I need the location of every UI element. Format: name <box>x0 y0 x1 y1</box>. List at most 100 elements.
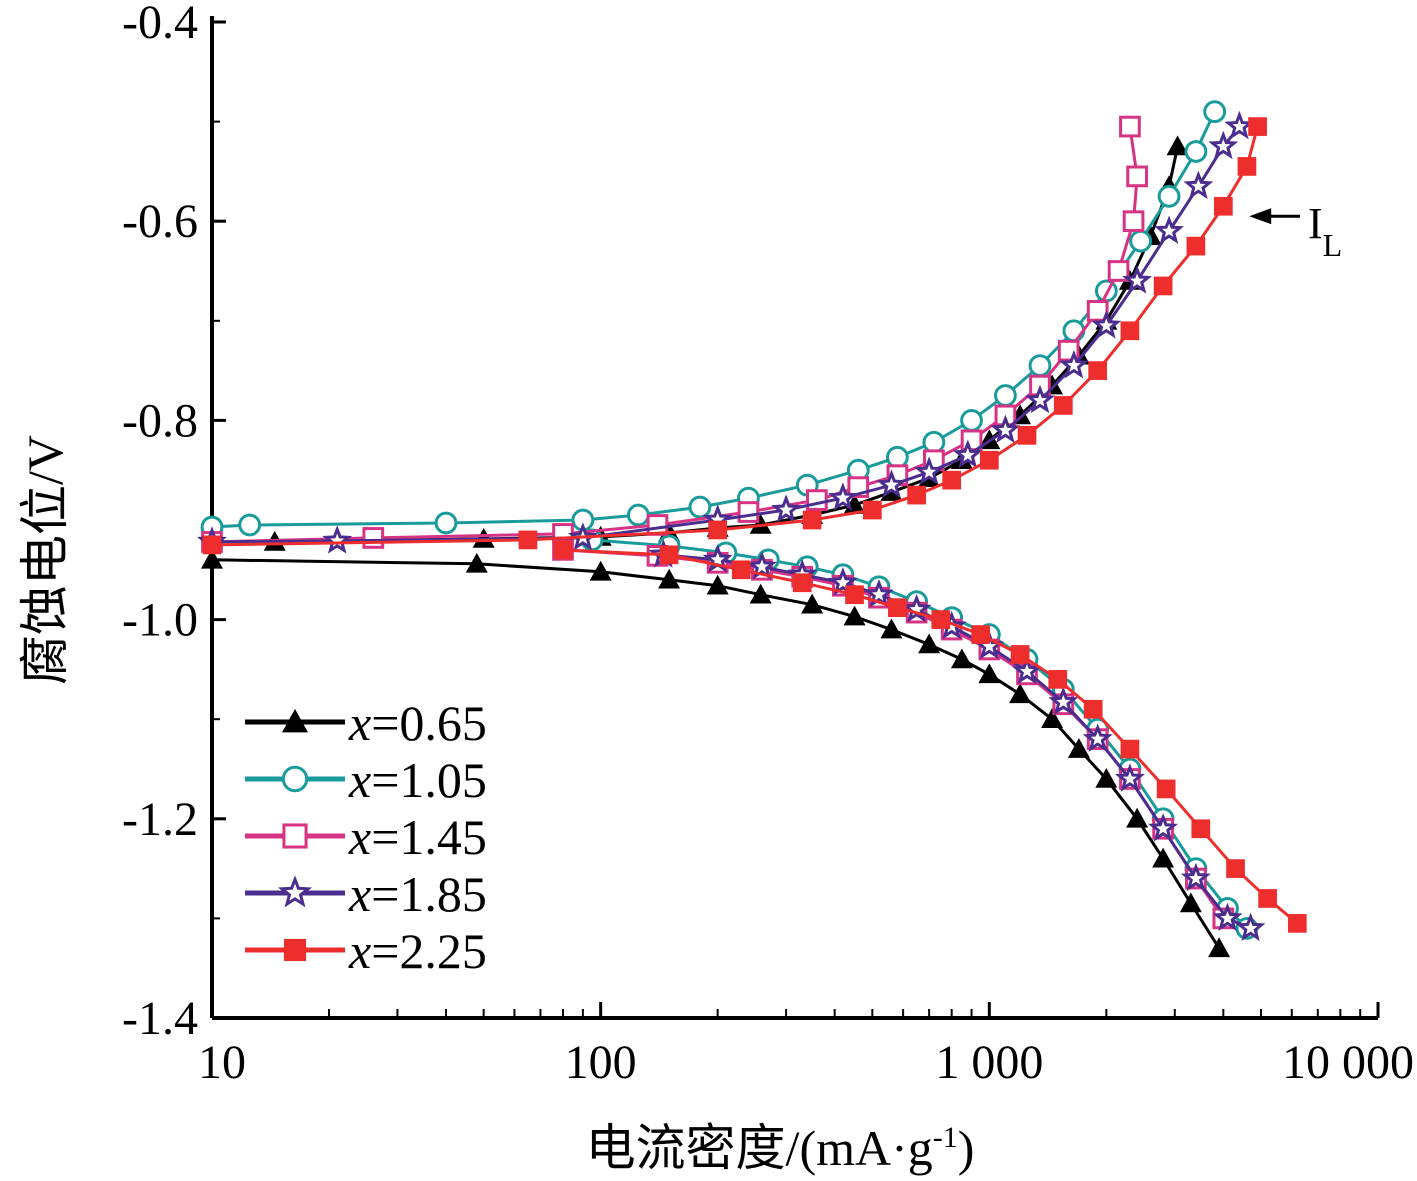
series-3-point <box>806 489 828 511</box>
series-5-point <box>1258 889 1277 908</box>
series-5-point <box>1186 236 1206 256</box>
series-2-point <box>688 495 712 519</box>
series-1-point <box>950 648 973 669</box>
legend-marker <box>278 875 312 908</box>
y-tick-label: -1.2 <box>122 793 198 846</box>
series-1-cathodic-line <box>211 558 1221 950</box>
series-5-point <box>1010 645 1030 664</box>
series-4-point <box>1235 912 1266 942</box>
series-1-point <box>749 583 772 604</box>
legend-marker <box>282 709 308 733</box>
series-4-point <box>1154 215 1184 244</box>
series-5-point <box>1237 157 1257 176</box>
series-5-point <box>1017 425 1037 445</box>
annotation-label: IL <box>1308 199 1342 263</box>
legend-marker <box>281 765 309 793</box>
series-5-point <box>1156 779 1176 799</box>
series-5-point <box>888 598 907 617</box>
series-1-point <box>589 560 612 581</box>
series-3-point <box>1086 299 1109 322</box>
series-2-point <box>885 445 909 469</box>
series-4-point <box>747 551 777 580</box>
series-1-point <box>1067 738 1090 758</box>
series-4-point <box>1224 110 1255 140</box>
series-2-point <box>238 513 262 537</box>
series-1-point <box>843 494 866 514</box>
series-5-point <box>802 510 822 530</box>
series-3-anodic-line <box>211 126 1139 544</box>
series-1-point <box>978 663 1001 684</box>
series-1-point <box>201 548 223 569</box>
series-1-point <box>1009 683 1032 704</box>
series-1-point <box>843 605 866 626</box>
series-1-point <box>1126 807 1149 828</box>
series-4-point <box>1025 384 1055 414</box>
series-4-point <box>864 579 894 608</box>
series-4-point <box>827 567 858 596</box>
series-5-point <box>1213 196 1233 216</box>
series-5-point <box>1083 699 1103 719</box>
series-1-point <box>880 618 903 639</box>
series-2-point <box>1203 100 1227 124</box>
series-2-point <box>434 511 458 535</box>
series-4-anodic-line <box>211 125 1241 544</box>
series-1-point <box>1208 937 1231 958</box>
series-2-point <box>1184 140 1208 163</box>
series-4-point <box>771 494 802 523</box>
legend-label: x=1.85 <box>348 866 487 922</box>
series-4-point <box>1212 902 1243 932</box>
series-4-point <box>876 469 907 498</box>
series-2-point <box>922 430 946 454</box>
series-3-point <box>1119 115 1141 138</box>
series-5-point <box>202 535 222 555</box>
series-1-point <box>706 574 729 595</box>
series-4-point <box>827 482 858 511</box>
series-5-point <box>907 485 926 505</box>
series-2-point <box>994 384 1017 407</box>
series-2-point <box>1028 354 1052 378</box>
series-5-point <box>1226 859 1245 878</box>
series-2-point <box>1157 184 1181 208</box>
series-5-point <box>1153 276 1173 296</box>
series-5-point <box>553 540 573 560</box>
legend-label: x=0.65 <box>348 695 487 751</box>
series-4-point <box>1183 170 1214 200</box>
x-axis-title: 电流密度/(mA·g-1) <box>586 1120 975 1176</box>
legend-marker <box>283 938 307 962</box>
series-1-point <box>801 593 824 614</box>
x-tick-label: 1 000 <box>935 1036 1043 1089</box>
annotation-arrowhead <box>1249 208 1272 225</box>
legend-label: x=1.45 <box>348 809 487 865</box>
y-axis-title: 腐蚀电位/V <box>17 435 73 685</box>
series-1-point <box>1179 892 1202 913</box>
legend-label: x=2.25 <box>348 923 487 979</box>
series-3-point <box>1122 210 1145 233</box>
series-layer <box>197 100 1307 958</box>
series-5 <box>202 117 1307 933</box>
series-2-anodic-line <box>211 110 1217 529</box>
series-5-point <box>518 530 538 550</box>
series-4-point <box>1058 349 1089 379</box>
y-tick-label: -0.4 <box>122 0 198 49</box>
series-4-point <box>914 456 945 485</box>
series-1-point <box>1041 708 1064 728</box>
series-2-point <box>1129 229 1152 253</box>
legend-marker <box>282 823 308 849</box>
series-5-point <box>708 520 728 540</box>
series-2-point <box>626 503 650 527</box>
series-5-point <box>1048 670 1068 689</box>
series-5-point <box>1248 117 1267 136</box>
series-5-point <box>1287 914 1307 933</box>
series-3-point <box>1126 165 1148 188</box>
series-5-point <box>971 625 991 644</box>
series-5-point <box>931 610 951 629</box>
series-5-point <box>979 450 999 470</box>
series-1-point <box>1095 767 1118 788</box>
series-4-point <box>1180 862 1211 892</box>
series-4-point <box>1048 686 1079 715</box>
series-4-point <box>1148 812 1179 842</box>
series-4-point <box>990 414 1021 444</box>
legend: x=0.65x=1.05x=1.45x=1.85x=2.25 <box>245 695 487 979</box>
series-4-point <box>952 439 983 468</box>
y-tick-label: -0.6 <box>122 195 198 248</box>
